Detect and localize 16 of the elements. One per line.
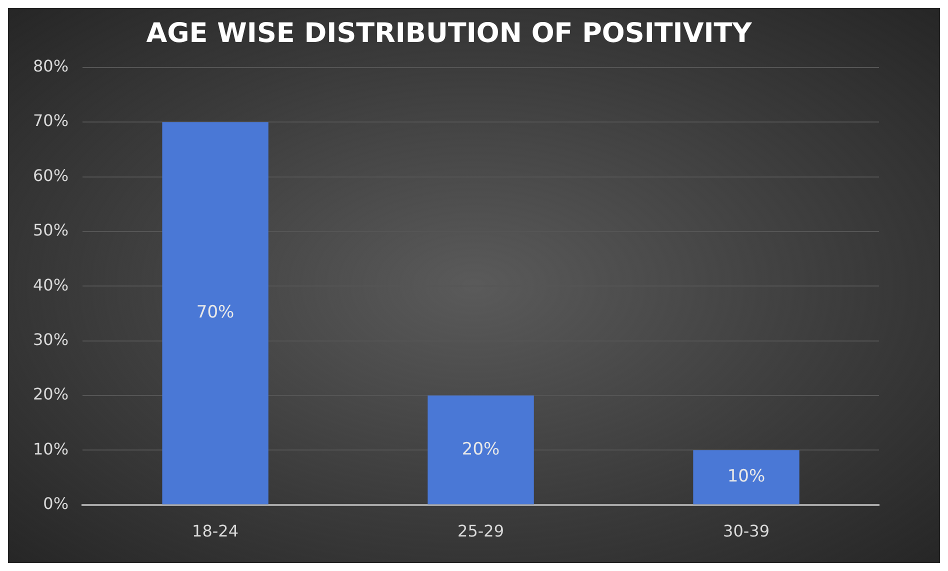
y-tick-label: 60% <box>33 166 69 185</box>
y-tick-label: 70% <box>33 111 69 130</box>
y-tick-label: 10% <box>33 439 69 458</box>
y-tick-label: 0% <box>43 494 69 513</box>
y-tick-label: 20% <box>33 384 69 404</box>
y-tick-label: 40% <box>33 275 69 294</box>
y-tick-label: 50% <box>33 220 69 240</box>
data-label: 10% <box>727 466 766 487</box>
data-label: 70% <box>196 302 234 323</box>
y-tick-label: 80% <box>33 56 69 76</box>
x-tick-label: 18-24 <box>192 522 239 541</box>
data-label: 20% <box>462 439 500 460</box>
y-tick-label: 30% <box>33 330 69 349</box>
x-tick-label: 25-29 <box>458 522 504 541</box>
chart-title: AGE WISE DISTRIBUTION OF POSITIVITY <box>146 18 752 50</box>
x-tick-label: 30-39 <box>723 522 770 541</box>
